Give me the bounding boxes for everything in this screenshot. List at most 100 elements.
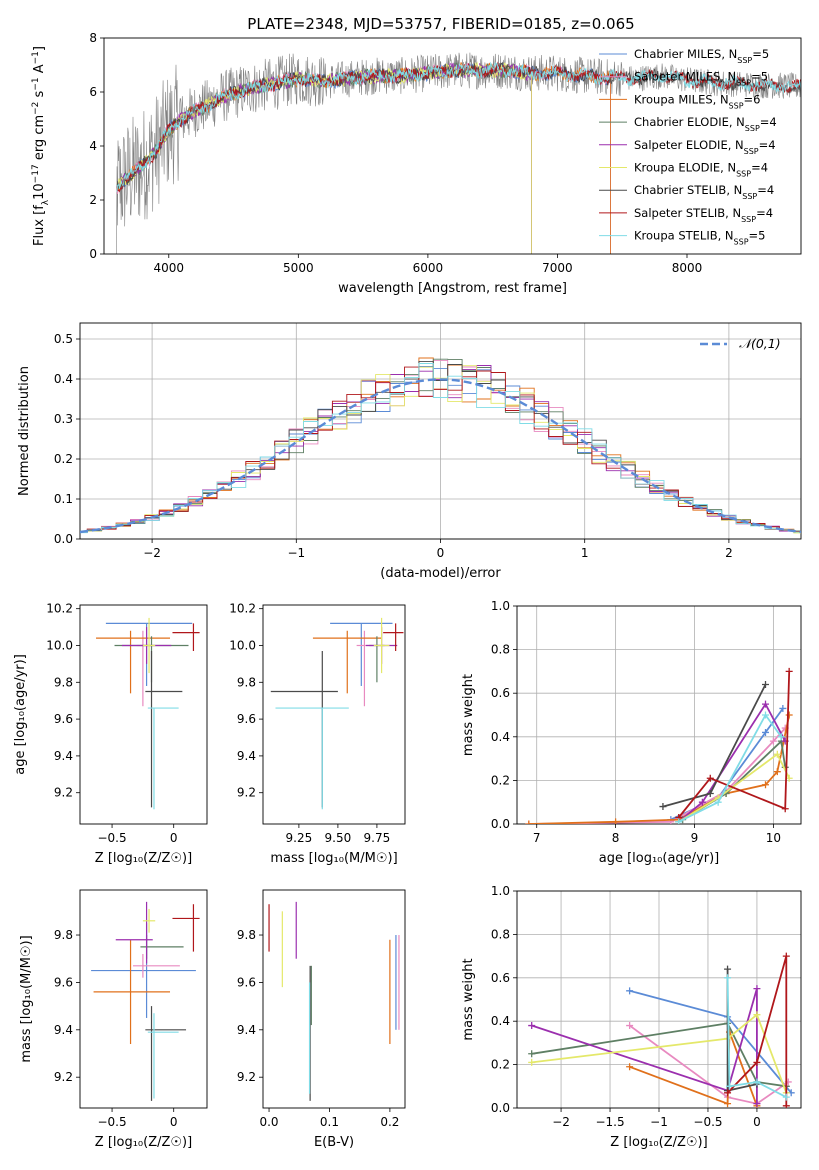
y-axis-label: age [log₁₀(age/yr)] (13, 654, 28, 775)
legend-sub: SSP (737, 56, 752, 65)
point-marker-kroupa-stelib (777, 733, 785, 741)
legend-text: Chabrier STELIB, N (634, 183, 742, 197)
point-marker-salpeter-elodie (698, 798, 706, 806)
y-tick-label: 0.1 (54, 492, 73, 506)
panel-age-vs-Z: −0.5 0 9.2 9.4 9.6 9.8 10.0 10.2 Z [log₁₀(Z/Z☉)]… (13, 602, 208, 866)
y-axis-label-part: erg cm (32, 115, 47, 164)
legend-label-kroupa-stelib: Kroupa STELIB, NSSP=5 (634, 229, 765, 247)
point-marker-kroupa-stelib (726, 1082, 734, 1090)
point-marker-kroupa-stelib (762, 711, 769, 719)
mw-plot (525, 667, 793, 824)
axes-frame (79, 604, 208, 825)
legend-label-salpeter-miles: Salpeter MILES, NSSP=5 (634, 70, 768, 88)
y-tick-label: 10.0 (46, 638, 73, 652)
point-marker-chabrier-elodie (528, 1050, 536, 1058)
y-tick-label: 9.8 (54, 675, 73, 689)
point-marker-salpeter-elodie (753, 985, 761, 993)
point-marker-chabrier-stelib (659, 803, 667, 811)
hist-kroupa-stelib (80, 363, 801, 534)
y-axis-label-part: −1 (31, 77, 41, 90)
point-marker-kroupa-stelib (714, 798, 722, 806)
point-marker-salpeter-stelib (782, 1102, 790, 1108)
y-tick-label: 1.0 (491, 884, 510, 898)
legend-nssp: =4 (756, 206, 773, 220)
y-tick-label: 9.2 (54, 786, 73, 800)
axes-frame (79, 322, 802, 540)
legend-text: Salpeter STELIB, N (634, 206, 741, 220)
y-tick-label: 9.6 (54, 712, 73, 726)
model-line-chabrier-elodie (116, 61, 532, 254)
y-tick-label: 10.0 (229, 638, 256, 652)
y-axis-label-part: ] (32, 46, 47, 51)
x-axis-label: wavelength [Angstrom, rest frame] (338, 281, 567, 296)
y-tick-label: 0.6 (491, 686, 510, 700)
legend-text: Salpeter MILES, N (634, 70, 736, 84)
point-marker-salpeter-stelib (785, 667, 793, 675)
y-axis-label-part: A (32, 64, 47, 77)
point-marker-kroupa-stelib (782, 1093, 790, 1101)
errorbar-plot (96, 617, 200, 810)
legend-label-chabrier-elodie: Chabrier ELODIE, NSSP=4 (634, 115, 777, 133)
x-tick-label: 6000 (413, 261, 444, 275)
y-tick-label: 9.2 (54, 1070, 73, 1084)
x-tick-label: 5000 (283, 261, 314, 275)
point-marker-salpeter-stelib (724, 1089, 732, 1097)
y-tick-label: 9.6 (237, 712, 256, 726)
point-marker-kroupa-stelib (724, 974, 732, 982)
legend-nssp: =4 (759, 138, 776, 152)
legend-sub: SSP (736, 169, 751, 178)
legend-label-chabrier-miles: Chabrier MILES, NSSP=5 (634, 47, 769, 65)
y-tick-label: 10.2 (46, 602, 73, 616)
x-tick-label: −2 (143, 546, 161, 560)
y-tick-label: 0.8 (491, 927, 510, 941)
panel-spectrum: 4000 5000 6000 7000 8000 0 2 4 6 8 wavelength [Ang… (31, 31, 802, 296)
point-marker-salpeter-stelib (781, 805, 789, 813)
legend-nssp: =5 (749, 229, 766, 243)
model-line-salpeter-miles (116, 62, 611, 254)
point-marker-chabrier-miles (626, 987, 634, 995)
point-marker-kroupa-stelib (753, 1078, 761, 1086)
legend-label-kroupa-miles: Kroupa MILES, NSSP=6 (634, 92, 760, 110)
model-line-kroupa-elodie (116, 61, 532, 254)
point-marker-chabrier-stelib (762, 680, 769, 688)
series-line-kroupa-stelib (726, 977, 787, 1098)
y-tick-label: 9.2 (237, 1070, 256, 1084)
x-tick-label: 0 (437, 546, 445, 560)
x-axis-label: Z [log₁₀(Z/Z☉)] (610, 1135, 707, 1150)
panel-mw-vs-Z: −2 −1.5 −1 −0.5 0 0.0 0.2 0.4 0.6 0.8 1.0 Z [log₁₀(… (461, 884, 802, 1150)
x-tick-label: 7 (533, 831, 541, 845)
x-tick-label: 7000 (542, 261, 573, 275)
y-tick-label: 9.8 (237, 928, 256, 942)
y-tick-label: 0.4 (491, 730, 510, 744)
y-axis-label: mass weight (461, 674, 476, 756)
legend-text: Kroupa ELODIE, N (634, 161, 736, 175)
legend-sub: SSP (736, 78, 751, 87)
x-tick-label: 9.50 (325, 831, 352, 845)
point-marker-chabrier-miles (779, 704, 787, 712)
legend-text: Kroupa MILES, N (634, 92, 729, 106)
legend-text: Chabrier ELODIE, N (634, 115, 745, 129)
y-tick-label: 0.0 (54, 532, 73, 546)
legend-label-chabrier-stelib: Chabrier STELIB, NSSP=4 (634, 183, 774, 201)
errorbar-plot (268, 901, 400, 1101)
hist-salpeter-stelib (80, 366, 801, 533)
y-axis-label: Flux [fλ10−17 erg cm−2 s−1 A−1] (31, 46, 51, 246)
y-tick-label: 9.2 (237, 786, 256, 800)
x-tick-label: 4000 (154, 261, 185, 275)
axes-frame (262, 604, 406, 825)
y-tick-label: 0.4 (491, 1014, 510, 1028)
y-axis-label-part: 10 (32, 183, 47, 200)
y-axis-label-part: −1 (31, 51, 41, 64)
x-tick-label: 0.2 (380, 1115, 399, 1129)
model-line-kroupa-stelib (116, 61, 801, 192)
legend-text: Kroupa STELIB, N (634, 229, 734, 243)
y-tick-label: 0 (89, 247, 97, 261)
y-tick-label: 0.5 (54, 332, 73, 346)
legend-label-salpeter-stelib: Salpeter STELIB, NSSP=4 (634, 206, 773, 224)
x-tick-label: −2 (552, 1115, 570, 1129)
y-tick-label: 0.2 (491, 1058, 510, 1072)
x-tick-label: 0.1 (320, 1115, 339, 1129)
axes-frame (103, 37, 802, 255)
